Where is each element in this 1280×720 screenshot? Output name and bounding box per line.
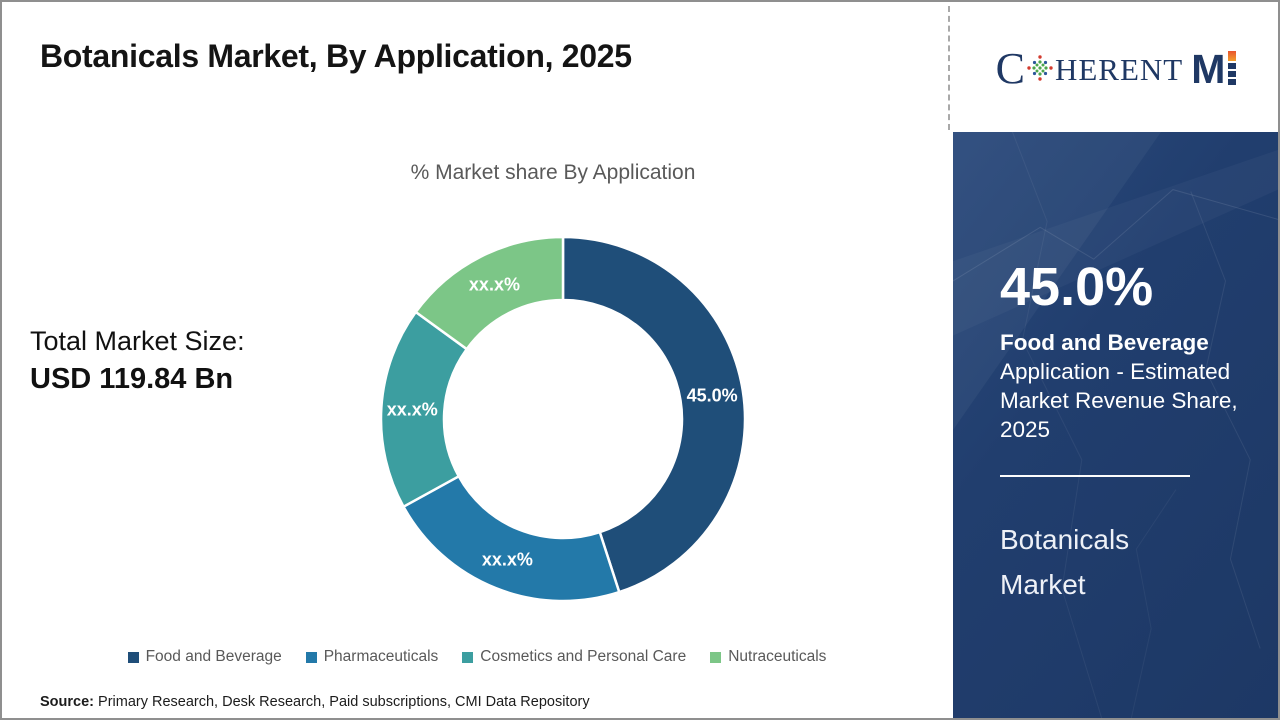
donut-chart: 45.0% xx.x% xx.x% xx.x% <box>379 235 747 603</box>
donut-label-1: xx.x% <box>482 549 533 569</box>
total-market-size-label: Total Market Size: <box>30 326 245 356</box>
globe-dots-icon <box>1026 54 1054 87</box>
highlight-description-rest: Application - Estimated Market Revenue S… <box>1000 359 1238 442</box>
chart-title: % Market share By Application <box>410 161 696 184</box>
donut-label-0: 45.0% <box>687 385 738 405</box>
logo-letter-c: C <box>995 44 1025 93</box>
legend-item-2: Cosmetics and Personal Care <box>462 648 686 666</box>
logo-letter-i-segments <box>1228 51 1237 85</box>
highlight-description: Food and Beverage Application - Estimate… <box>1000 328 1238 444</box>
legend-label-3: Nutraceuticals <box>728 648 827 665</box>
source-note: Source: Primary Research, Desk Research,… <box>40 694 590 710</box>
header-dashed-divider <box>948 6 950 130</box>
legend-label-2: Cosmetics and Personal Care <box>480 648 687 665</box>
map-texture <box>953 132 1278 718</box>
legend-label-1: Pharmaceuticals <box>323 648 439 665</box>
donut-segment-0 <box>561 235 747 594</box>
page-title: Botanicals Market, By Application, 2025 <box>40 38 632 74</box>
donut-segment-1 <box>402 475 621 603</box>
donut-label-2: xx.x% <box>387 400 438 420</box>
highlight-percentage: 45.0% <box>1000 257 1154 317</box>
logo-word-herent: HERENT <box>1054 51 1184 87</box>
coherentmi-logo: C <box>962 40 1270 98</box>
chart-legend: Food and Beverage Pharmaceuticals Cosmetic… <box>2 648 952 666</box>
donut-label-3: xx.x% <box>469 274 520 294</box>
legend-item-0: Food and Beverage <box>127 648 282 666</box>
legend-swatch-3 <box>710 651 722 663</box>
legend-label-0: Food and Beverage <box>145 648 282 665</box>
legend-item-3: Nutraceuticals <box>710 648 826 666</box>
logo-word-mi: M <box>1191 46 1237 93</box>
total-market-size-value: USD 119.84 Bn <box>30 363 234 395</box>
panel-divider-line <box>1000 475 1190 477</box>
logo-letter-m: M <box>1191 46 1226 93</box>
side-panel-content: 45.0% Food and Beverage Application - Es… <box>953 132 1278 607</box>
legend-item-1: Pharmaceuticals <box>305 648 439 666</box>
highlight-segment-name: Food and Beverage <box>1000 330 1209 355</box>
total-market-size-block: Total Market Size: USD 119.84 Bn <box>30 326 245 396</box>
highlight-side-panel: 45.0% Food and Beverage Application - Es… <box>953 132 1278 718</box>
panel-market-name: Botanicals Market <box>1000 524 1130 600</box>
legend-swatch-1 <box>305 651 317 663</box>
source-label: Source: <box>40 694 94 710</box>
legend-swatch-2 <box>462 651 474 663</box>
donut-segment-3 <box>414 235 565 351</box>
source-text: Primary Research, Desk Research, Paid su… <box>94 694 590 710</box>
legend-swatch-0 <box>127 651 139 663</box>
